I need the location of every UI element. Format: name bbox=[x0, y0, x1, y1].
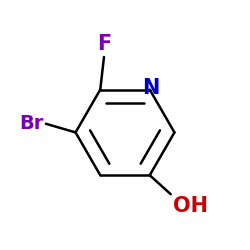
Text: N: N bbox=[142, 78, 160, 98]
Text: Br: Br bbox=[19, 114, 44, 133]
Text: OH: OH bbox=[173, 196, 208, 216]
Text: F: F bbox=[97, 34, 111, 54]
